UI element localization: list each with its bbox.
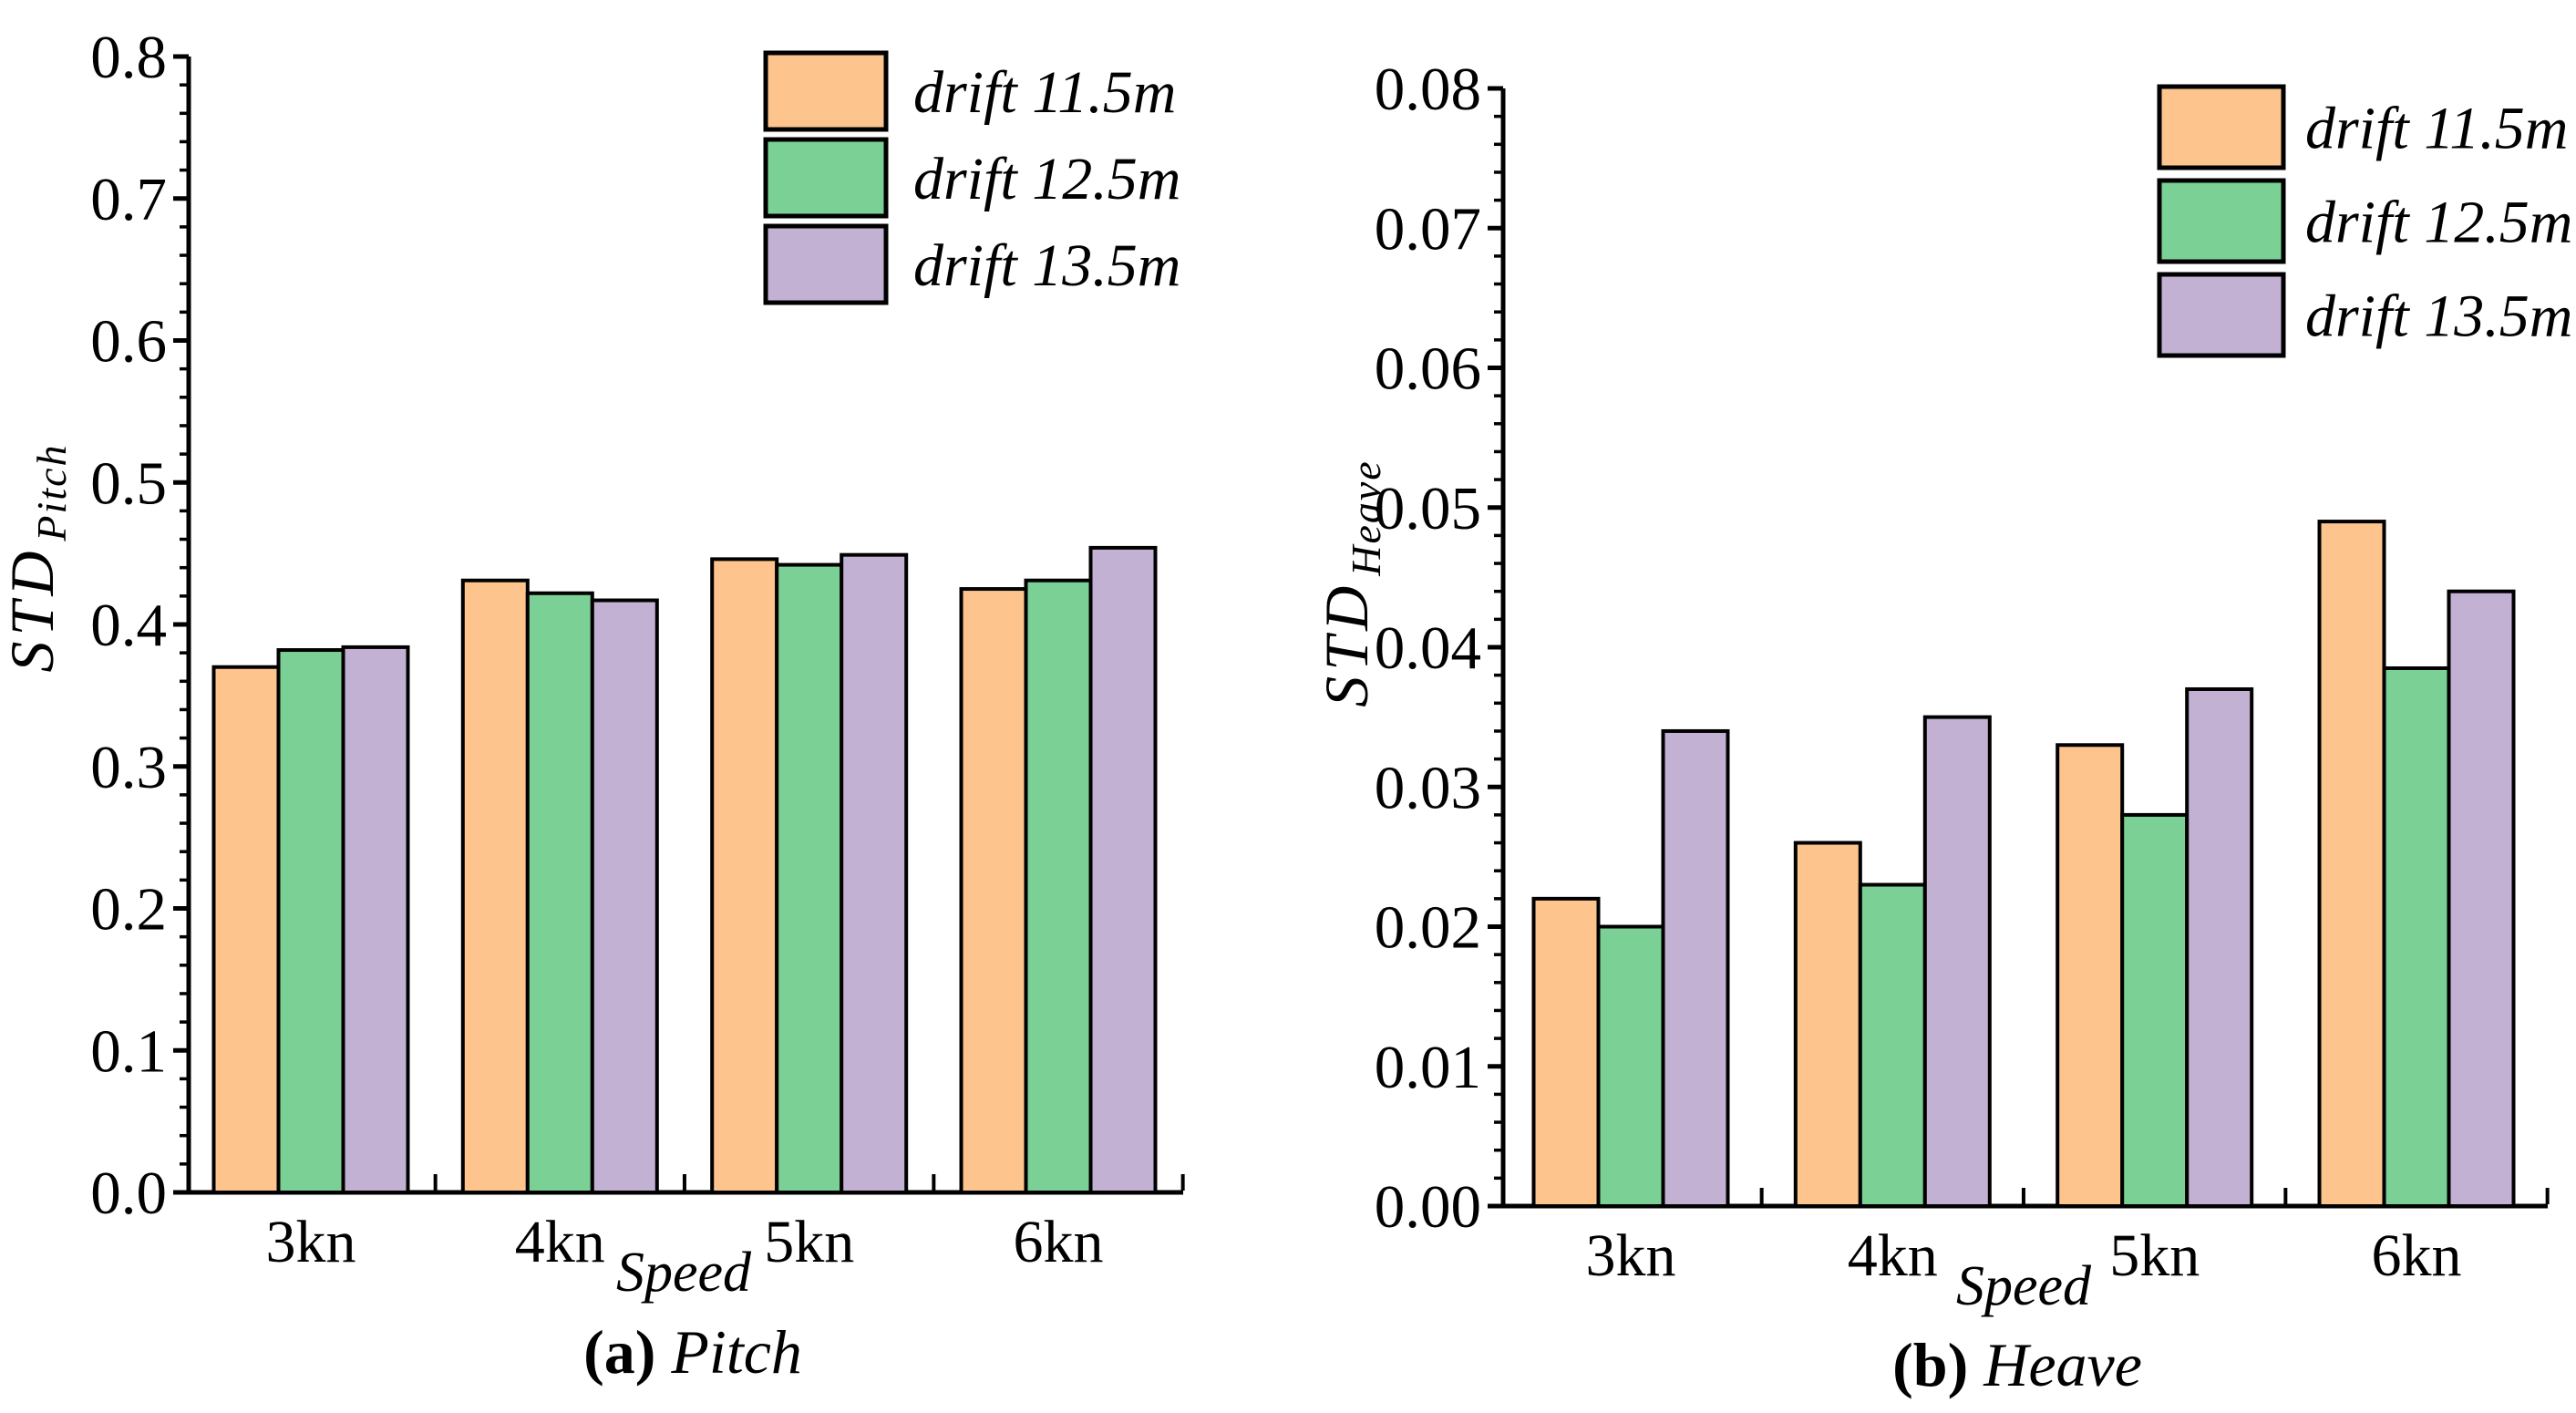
y-tick-label: 0.1 bbox=[90, 1017, 167, 1085]
x-category-label: 3kn bbox=[1586, 1222, 1676, 1289]
y-tick-label: 0.00 bbox=[1375, 1173, 1481, 1241]
y-tick-label: 0.01 bbox=[1375, 1034, 1481, 1101]
y-tick-label: 0.0 bbox=[90, 1160, 167, 1227]
y-tick-label: 0.5 bbox=[90, 449, 167, 517]
legend: drift 11.5m drift 12.5m drift 13.5m bbox=[2157, 84, 2572, 358]
bar-5kn-drift-12.5m bbox=[2120, 812, 2190, 1209]
x-axis-title: Speed bbox=[616, 1242, 752, 1304]
legend-label: drift 11.5m bbox=[2305, 96, 2568, 162]
bar-4kn-drift-11.5m bbox=[1793, 841, 1862, 1208]
x-category-label: 6kn bbox=[1014, 1209, 1104, 1275]
caption: (a) Pitch bbox=[583, 1317, 802, 1387]
bar-5kn-drift-12.5m bbox=[775, 562, 844, 1194]
bar-6kn-drift-13.5m bbox=[2447, 589, 2516, 1208]
bar-4kn-drift-13.5m bbox=[590, 598, 659, 1194]
legend-label: drift 13.5m bbox=[913, 232, 1180, 299]
bar-5kn-drift-11.5m bbox=[710, 557, 779, 1194]
y-tick-label: 0.05 bbox=[1375, 475, 1481, 542]
bar-5kn-drift-11.5m bbox=[2056, 743, 2125, 1209]
bar-6kn-drift-12.5m bbox=[1024, 578, 1093, 1194]
bar-5kn-drift-13.5m bbox=[2185, 686, 2254, 1208]
legend-label: drift 12.5m bbox=[913, 146, 1180, 212]
legend-label: drift 11.5m bbox=[913, 59, 1176, 126]
bar-6kn-drift-12.5m bbox=[2382, 665, 2451, 1208]
y-tick-label: 0.06 bbox=[1375, 335, 1481, 403]
x-category-label: 3kn bbox=[266, 1209, 356, 1275]
y-tick-label: 0.7 bbox=[90, 166, 167, 233]
y-tick-label: 0.4 bbox=[90, 592, 167, 659]
legend-label: drift 12.5m bbox=[2305, 190, 2572, 256]
x-category-label: 6kn bbox=[2372, 1222, 2462, 1289]
bar-3kn-drift-11.5m bbox=[1531, 896, 1601, 1208]
legend: drift 11.5m drift 12.5m drift 13.5m bbox=[763, 50, 1180, 305]
y-axis-title: STDHeave bbox=[1312, 459, 1389, 706]
bar-4kn-drift-13.5m bbox=[1922, 715, 1992, 1208]
bar-6kn-drift-11.5m bbox=[959, 587, 1028, 1194]
bar-4kn-drift-12.5m bbox=[525, 591, 594, 1194]
bar-3kn-drift-12.5m bbox=[1596, 924, 1665, 1208]
y-tick-label: 0.6 bbox=[90, 308, 167, 376]
y-tick-label: 0.08 bbox=[1375, 56, 1481, 123]
x-category-label: 4kn bbox=[1848, 1222, 1938, 1289]
legend-swatch bbox=[763, 50, 889, 132]
bar-3kn-drift-11.5m bbox=[211, 665, 281, 1194]
bar-5kn-drift-13.5m bbox=[840, 552, 909, 1194]
legend-swatch bbox=[2157, 178, 2286, 264]
x-axis-title: Speed bbox=[1956, 1255, 2092, 1317]
x-category-label: 5kn bbox=[2109, 1222, 2200, 1289]
bar-3kn-drift-13.5m bbox=[1661, 728, 1730, 1208]
y-axis-title: STDPitch bbox=[0, 443, 75, 672]
bar-6kn-drift-11.5m bbox=[2317, 520, 2386, 1208]
x-category-label: 5kn bbox=[764, 1209, 854, 1275]
legend-label: drift 13.5m bbox=[2305, 284, 2572, 350]
x-category-label: 4kn bbox=[515, 1209, 605, 1275]
y-tick-label: 0.02 bbox=[1375, 894, 1481, 962]
legend-swatch bbox=[763, 223, 889, 305]
y-tick-label: 0.07 bbox=[1375, 195, 1481, 263]
legend-swatch bbox=[2157, 272, 2286, 358]
bar-4kn-drift-12.5m bbox=[1858, 882, 1927, 1209]
bar-6kn-drift-13.5m bbox=[1088, 545, 1158, 1194]
bar-3kn-drift-13.5m bbox=[341, 645, 410, 1194]
y-tick-label: 0.2 bbox=[90, 876, 167, 944]
legend-swatch bbox=[2157, 84, 2286, 170]
caption: (b) Heave bbox=[1892, 1330, 2142, 1399]
y-tick-label: 0.8 bbox=[90, 24, 167, 91]
legend-swatch bbox=[763, 137, 889, 219]
y-tick-label: 0.3 bbox=[90, 734, 167, 801]
pitch-chart: 0.0 0.1 0.2 0.3 0.4 0.5 0.6 0.7 0.8 3kn 4kn 5kn 6kn S… bbox=[0, 24, 1185, 1387]
bar-3kn-drift-12.5m bbox=[276, 648, 345, 1194]
y-tick-label: 0.03 bbox=[1375, 754, 1481, 821]
bar-4kn-drift-11.5m bbox=[460, 578, 530, 1194]
heave-chart: 0.00 0.01 0.02 0.03 0.04 0.05 0.06 0.07 0.08 3kn 4… bbox=[1312, 56, 2572, 1399]
y-tick-label: 0.04 bbox=[1375, 614, 1481, 682]
